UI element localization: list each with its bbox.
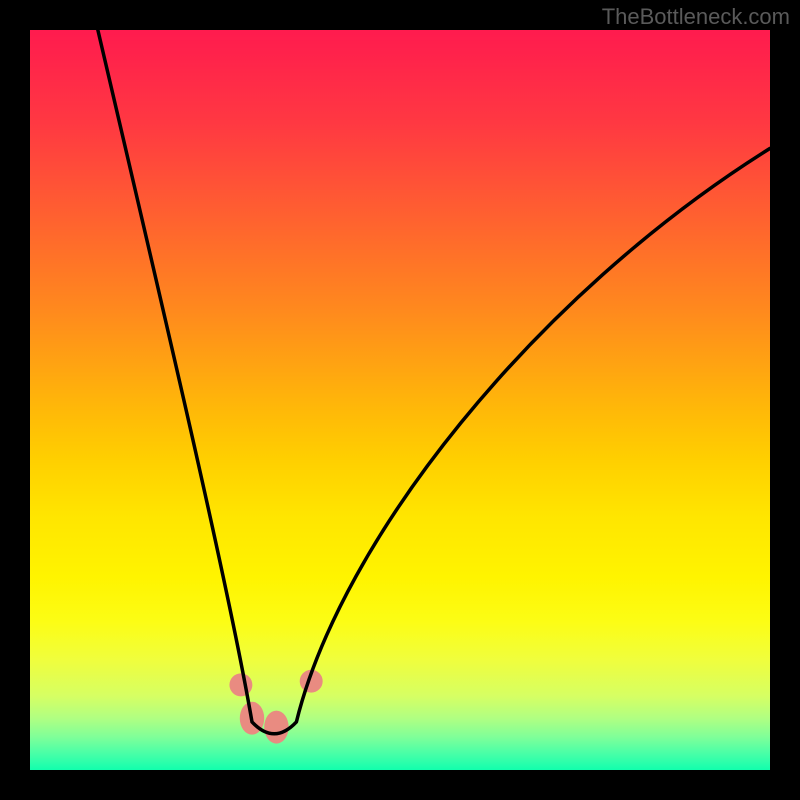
trough-marker-0 [229, 673, 252, 696]
chart-stage: TheBottleneck.com [0, 0, 800, 800]
trough-marker-2 [264, 711, 288, 744]
watermark-text: TheBottleneck.com [602, 4, 790, 30]
gradient-background [30, 30, 770, 770]
chart-svg [0, 0, 800, 800]
